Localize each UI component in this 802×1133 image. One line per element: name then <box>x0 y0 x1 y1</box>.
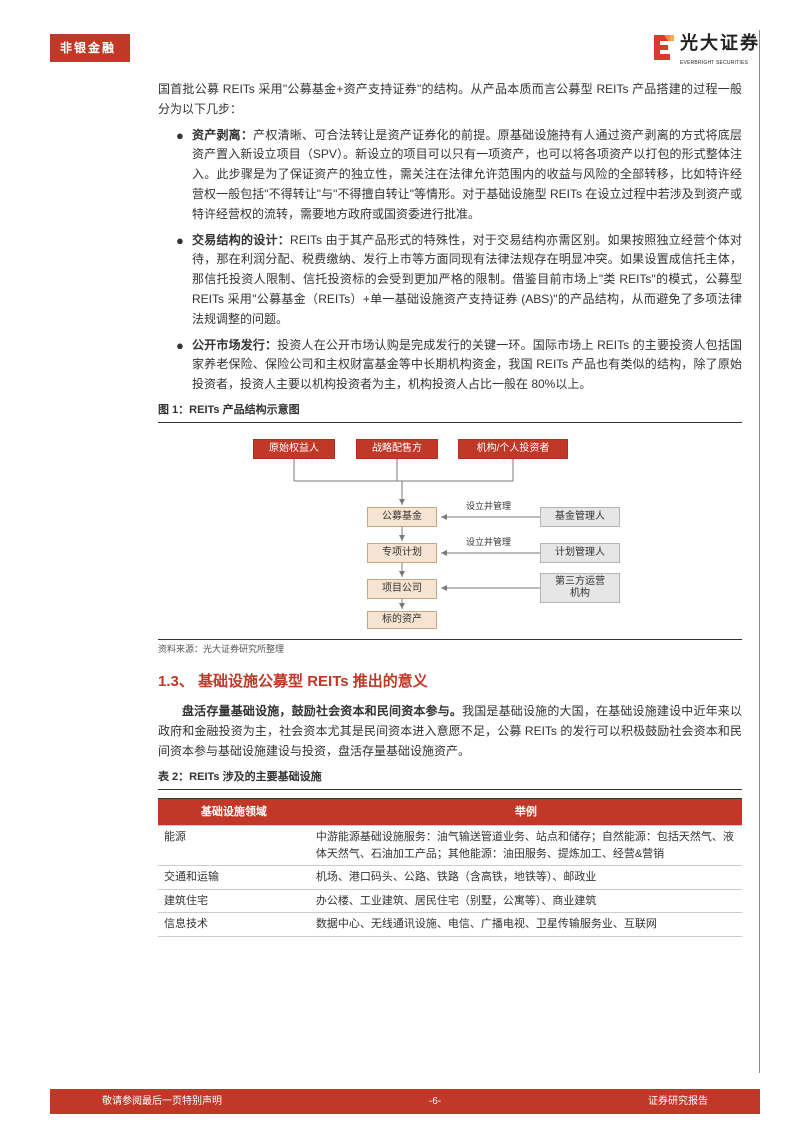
bullet-label: 交易结构的设计： <box>192 233 290 247</box>
node-original-equity-holder: 原始权益人 <box>253 439 335 459</box>
edge-label-1: 设立并管理 <box>466 499 511 514</box>
bullet-marker: ● <box>176 336 192 395</box>
page-right-border <box>759 30 760 1073</box>
bullet-marker: ● <box>176 126 192 225</box>
bullet-item: ● 公开市场发行：投资人在公开市场认购是完成发行的关键一环。国际市场上 REIT… <box>158 336 742 395</box>
bullet-text: 公开市场发行：投资人在公开市场认购是完成发行的关键一环。国际市场上 REITs … <box>192 336 742 395</box>
table-row: 信息技术数据中心、无线通讯设施、电信、广播电视、卫星传输服务业、互联网 <box>158 913 742 937</box>
section-paragraph: 盘活存量基础设施，鼓励社会资本和民间资本参与。我国是基础设施的大国，在基础设施建… <box>158 702 742 761</box>
table-cell: 机场、港口码头、公路、铁路（含高铁，地铁等）、邮政业 <box>310 866 742 890</box>
footer-page-number: -6- <box>429 1093 441 1110</box>
header-category: 非银金融 <box>50 34 130 62</box>
logo-text: 光大证券 EVERBRIGHT SECURITIES <box>680 28 760 67</box>
table-cell: 办公楼、工业建筑、居民住宅（别墅，公寓等）、商业建筑 <box>310 889 742 913</box>
table-col-header: 基础设施领域 <box>158 798 310 826</box>
bullet-label: 公开市场发行： <box>192 338 277 352</box>
page-footer: 敬请参阅最后一页特别声明 -6- 证券研究报告 <box>0 1089 802 1111</box>
node-project-company: 项目公司 <box>367 579 437 599</box>
node-fund-manager: 基金管理人 <box>540 507 620 527</box>
node-investors: 机构/个人投资者 <box>458 439 568 459</box>
table-row: 建筑住宅办公楼、工业建筑、居民住宅（别墅，公寓等）、商业建筑 <box>158 889 742 913</box>
footer-right: 证券研究报告 <box>648 1093 708 1110</box>
bullet-marker: ● <box>176 231 192 330</box>
infrastructure-table: 基础设施领域 举例 能源中游能源基础设施服务：油气输送管道业务、站点和储存；自然… <box>158 798 742 937</box>
node-strategic-placement: 战略配售方 <box>356 439 438 459</box>
diagram-arrows <box>158 431 742 631</box>
table-caption: 表 2：REITs 涉及的主要基础设施 <box>158 768 742 790</box>
bullet-text: 交易结构的设计：REITs 由于其产品形式的特殊性，对于交易结构亦需区别。如果按… <box>192 231 742 330</box>
bullet-item: ● 交易结构的设计：REITs 由于其产品形式的特殊性，对于交易结构亦需区别。如… <box>158 231 742 330</box>
page-header: 非银金融 光大证券 EVERBRIGHT SECURITIES <box>50 30 760 66</box>
intro-paragraph: 国首批公募 REITs 采用"公募基金+资产支持证券"的结构。从产品本质而言公募… <box>158 80 742 120</box>
footer-bar: 敬请参阅最后一页特别声明 -6- 证券研究报告 <box>50 1089 760 1114</box>
table-col-header: 举例 <box>310 798 742 826</box>
logo-en: EVERBRIGHT SECURITIES <box>680 59 748 68</box>
section-heading-1-3: 1.3、 基础设施公募型 REITs 推出的意义 <box>158 669 742 695</box>
table-cell: 数据中心、无线通讯设施、电信、广播电视、卫星传输服务业、互联网 <box>310 913 742 937</box>
bullet-body: 产权清晰、可合法转让是资产证券化的前提。原基础设施持有人通过资产剥离的方式将底层… <box>192 128 742 221</box>
logo-icon <box>648 33 676 63</box>
footer-left: 敬请参阅最后一页特别声明 <box>102 1093 222 1110</box>
figure-caption: 图 1：REITs 产品结构示意图 <box>158 401 742 423</box>
page-content: 国首批公募 REITs 采用"公募基金+资产支持证券"的结构。从产品本质而言公募… <box>158 80 742 937</box>
table-cell: 中游能源基础设施服务：油气输送管道业务、站点和储存；自然能源：包括天然气、液体天… <box>310 826 742 866</box>
table-cell: 交通和运输 <box>158 866 310 890</box>
table-header-row: 基础设施领域 举例 <box>158 798 742 826</box>
node-underlying-asset: 标的资产 <box>367 611 437 629</box>
node-plan-manager: 计划管理人 <box>540 543 620 563</box>
reits-structure-diagram: 原始权益人 战略配售方 机构/个人投资者 公募基金 专项计划 项目公司 标的资产… <box>158 431 742 631</box>
bullet-text: 资产剥离：产权清晰、可合法转让是资产证券化的前提。原基础设施持有人通过资产剥离的… <box>192 126 742 225</box>
table-row: 能源中游能源基础设施服务：油气输送管道业务、站点和储存；自然能源：包括天然气、液… <box>158 826 742 866</box>
table-cell: 能源 <box>158 826 310 866</box>
bullet-label: 资产剥离： <box>192 128 253 142</box>
logo-cn: 光大证券 <box>680 28 760 59</box>
edge-label-2: 设立并管理 <box>466 535 511 550</box>
bullet-item: ● 资产剥离：产权清晰、可合法转让是资产证券化的前提。原基础设施持有人通过资产剥… <box>158 126 742 225</box>
figure-source: 资料来源：光大证券研究所整理 <box>158 639 742 657</box>
node-public-fund: 公募基金 <box>367 507 437 527</box>
section-para-bold: 盘活存量基础设施，鼓励社会资本和民间资本参与。 <box>182 704 462 718</box>
table-cell: 建筑住宅 <box>158 889 310 913</box>
header-logo: 光大证券 EVERBRIGHT SECURITIES <box>648 28 760 67</box>
table-cell: 信息技术 <box>158 913 310 937</box>
node-third-party-operator: 第三方运营机构 <box>540 573 620 603</box>
node-special-plan: 专项计划 <box>367 543 437 563</box>
table-row: 交通和运输机场、港口码头、公路、铁路（含高铁，地铁等）、邮政业 <box>158 866 742 890</box>
